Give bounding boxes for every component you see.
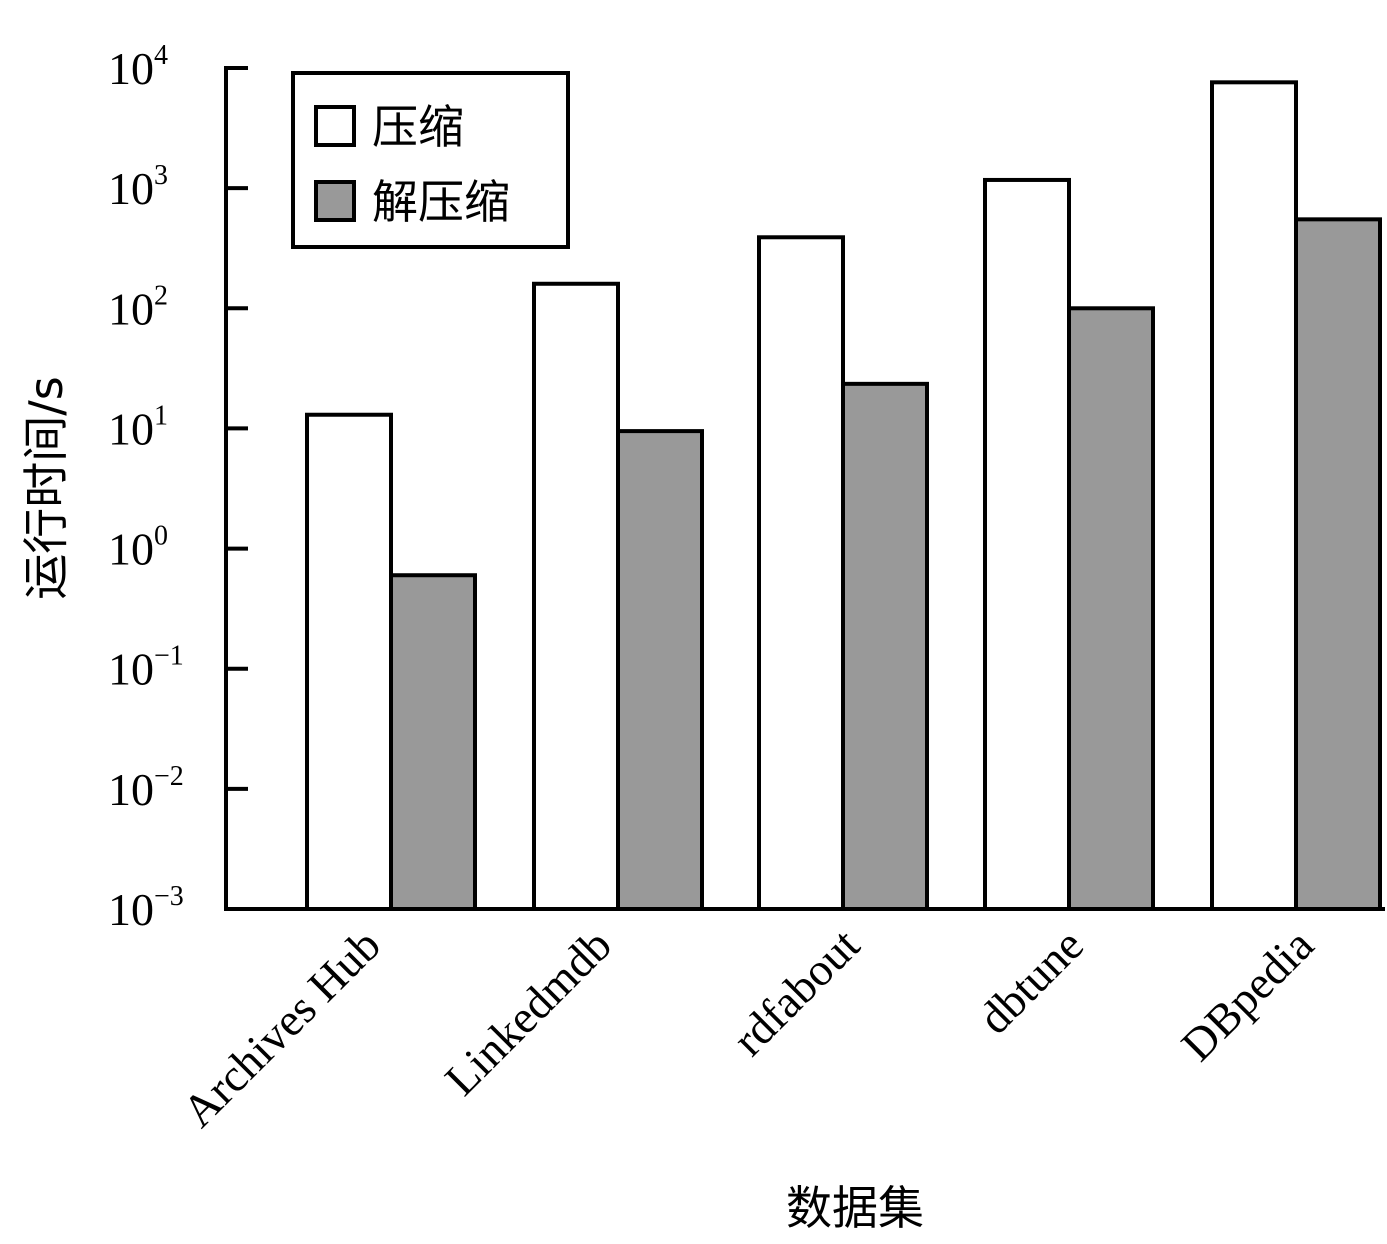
bar-decompress-4: [1294, 217, 1382, 911]
legend-label-compress: 压缩: [372, 100, 464, 154]
y-tick-label: 10−1: [108, 641, 184, 695]
y-tick-label: 100: [108, 521, 168, 575]
y-tick-label: 104: [108, 40, 168, 94]
x-category-label: dbtune: [968, 919, 1093, 1044]
y-tick-label: 103: [108, 160, 168, 214]
bar-decompress-3: [1067, 306, 1155, 911]
y-ticks: 104 103 102 101 100 10−1 10−2 10−3: [108, 40, 248, 935]
legend: 压缩 解压缩: [291, 71, 570, 249]
x-category-label: rdfabout: [723, 919, 869, 1065]
bar-compress-3: [983, 177, 1071, 911]
axes-layer: [224, 66, 1385, 911]
bar-compress-1: [532, 281, 620, 911]
bar-compress-0: [305, 412, 393, 911]
x-category-label: Linkedmdb: [435, 919, 621, 1105]
y-tick-label: 101: [108, 400, 168, 454]
bar-decompress-1: [616, 429, 704, 911]
y-tick-label: 10−2: [108, 761, 184, 815]
y-tick-label: 10−3: [108, 881, 184, 935]
bar-decompress-2: [841, 381, 929, 911]
x-category-labels: Archives Hub Linkedmdb rdfabout dbtune DBped…: [172, 919, 1323, 1137]
x-category-label: Archives Hub: [172, 919, 390, 1137]
y-axis-title: 运行时间/s: [19, 376, 73, 599]
bar-compress-4: [1210, 80, 1298, 911]
x-category-label: DBpedia: [1171, 919, 1323, 1071]
legend-swatch-decompress: [314, 180, 356, 222]
bar-compress-2: [757, 235, 845, 912]
y-tick-label: 102: [108, 280, 168, 334]
legend-label-decompress: 解压缩: [372, 175, 510, 229]
x-axis-title: 数据集: [786, 1181, 924, 1235]
legend-swatch-compress: [314, 105, 356, 147]
bars-layer: [305, 80, 1382, 912]
bar-decompress-0: [389, 573, 477, 911]
